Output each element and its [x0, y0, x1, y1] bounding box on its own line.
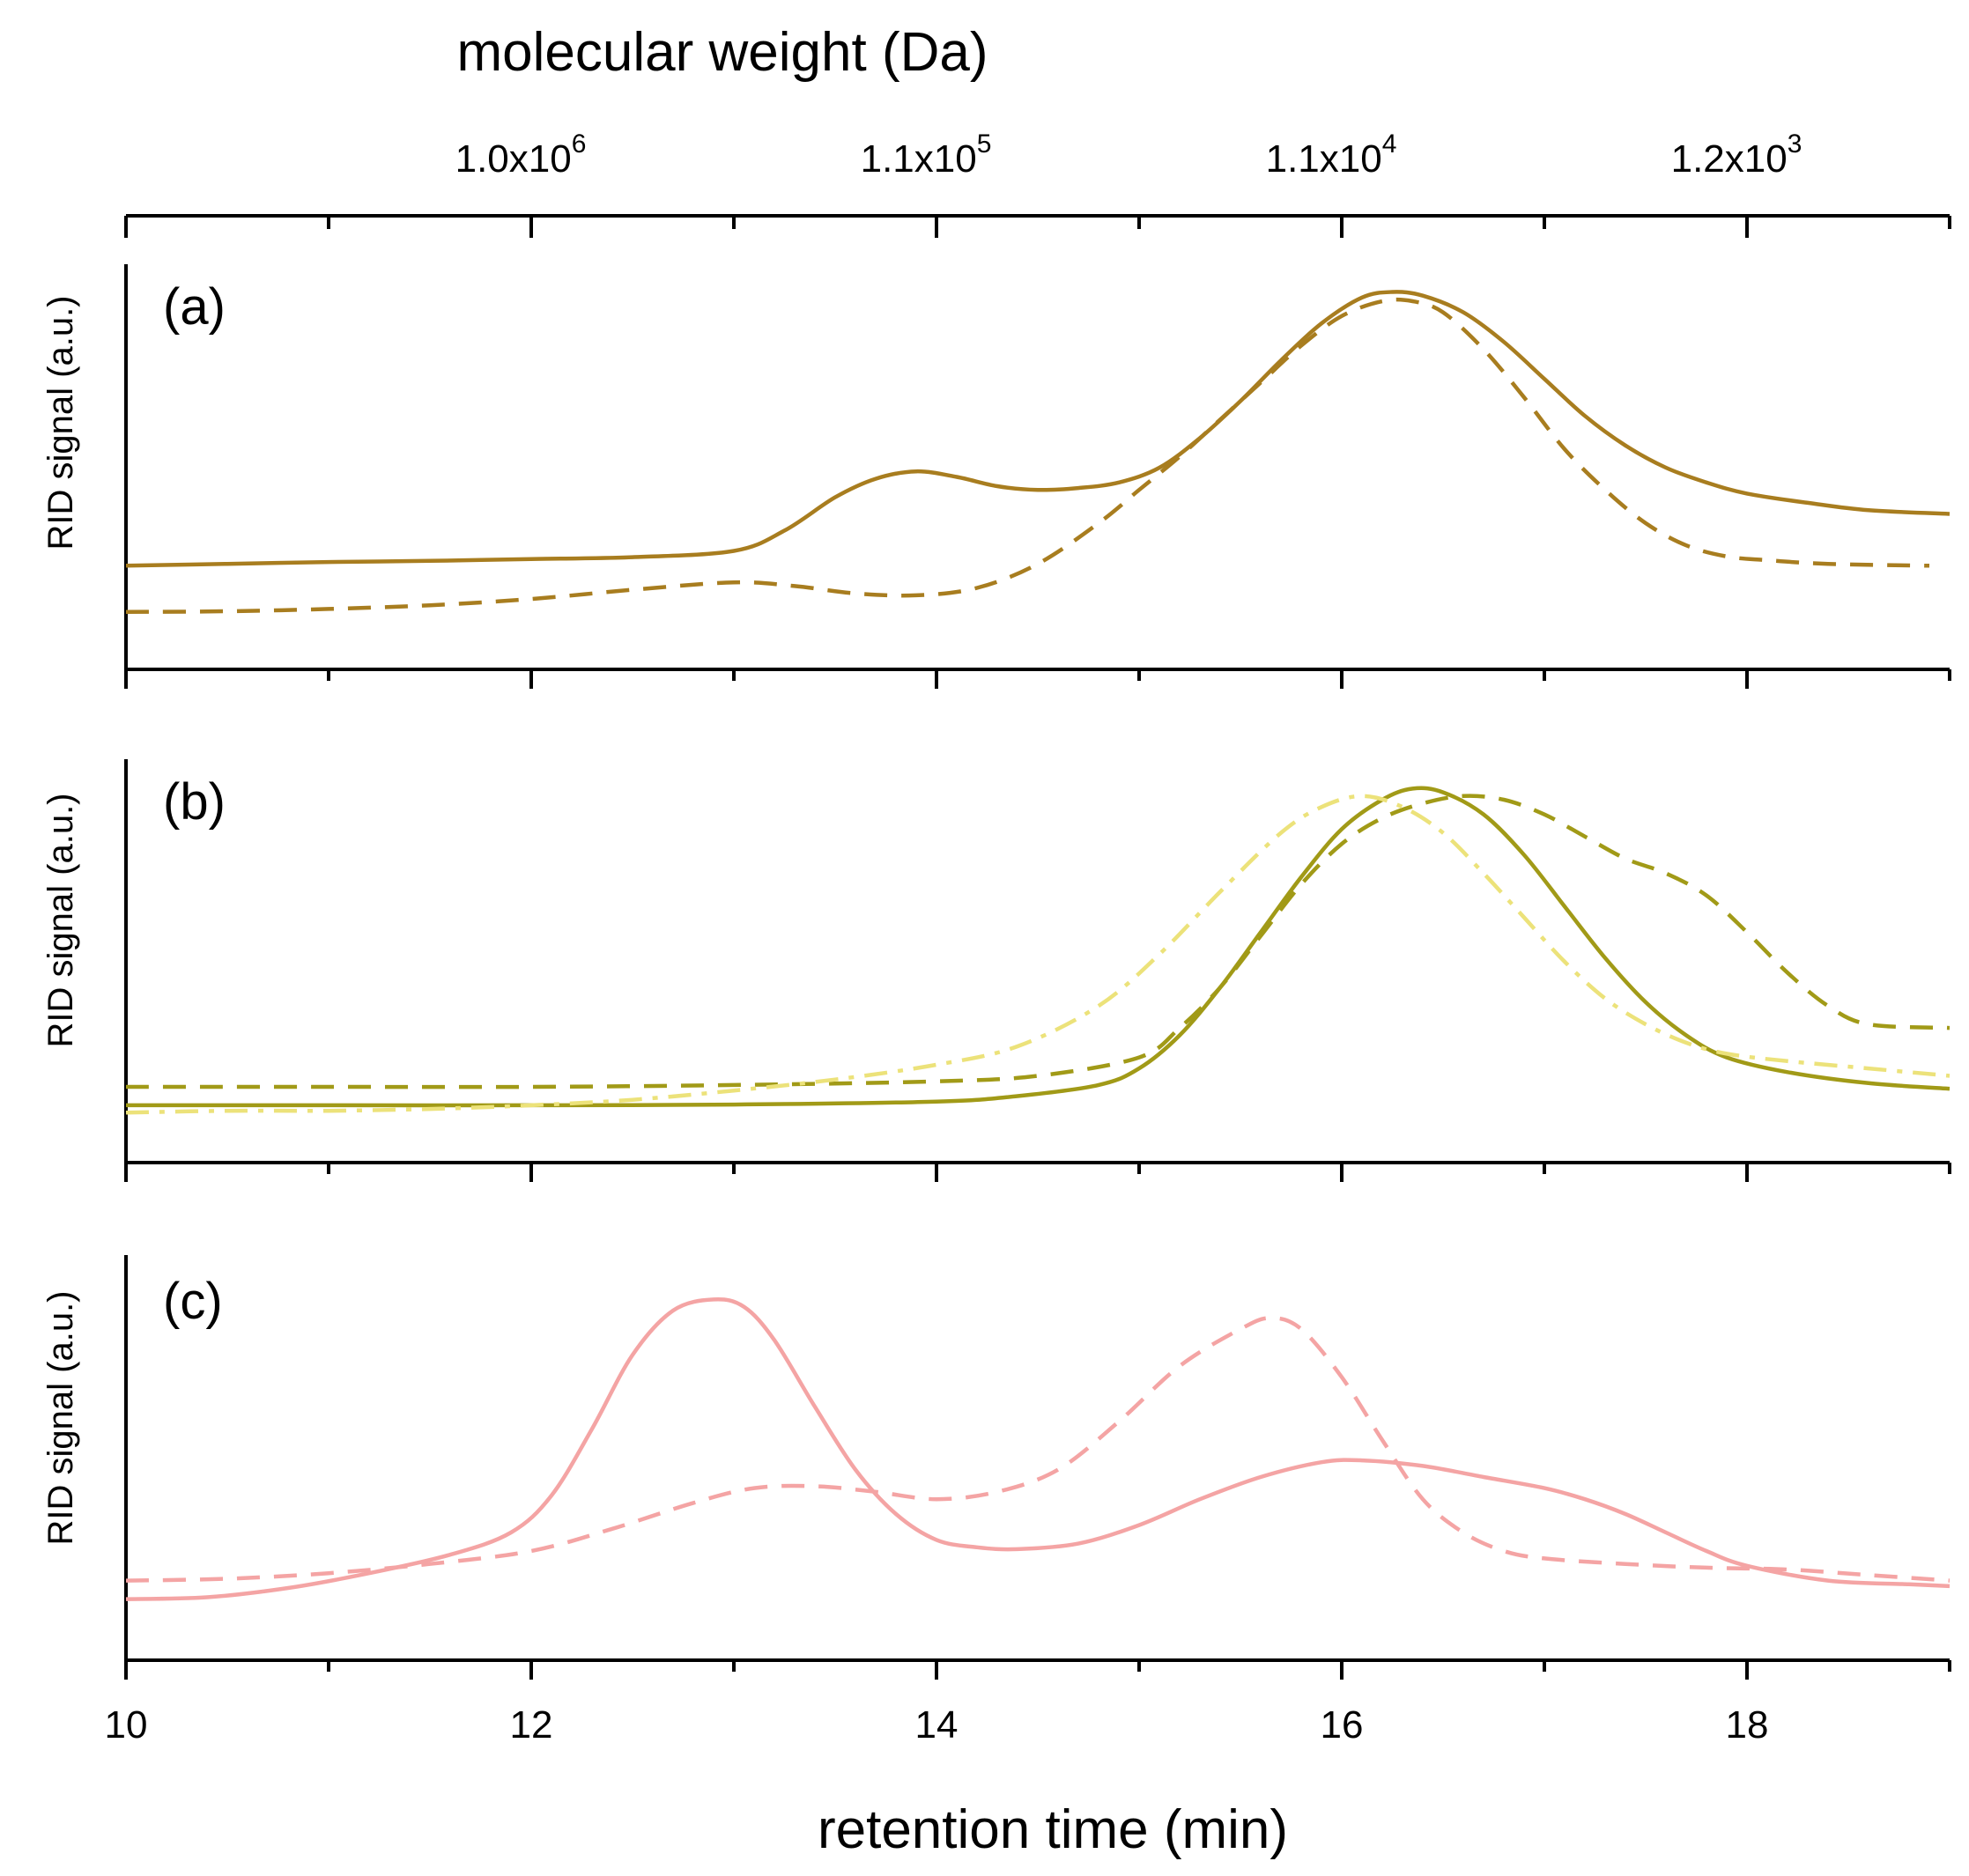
top-tick-label: 1.1x104 [1266, 129, 1397, 181]
series-line-c-dashed [125, 1316, 1950, 1583]
series-line-a-dashed [125, 297, 1930, 615]
series-line-b-dashdot [125, 794, 1950, 1115]
panel-a: (a) RID signal (a.u.) [41, 264, 1951, 689]
x-axis-title: retention time (min) [818, 1799, 1288, 1860]
x-tick-label: 10 [105, 1703, 148, 1747]
y-axis-label-c: RID signal (a.u.) [41, 1291, 80, 1546]
panel-label-b: (b) [163, 773, 226, 831]
x-tick-label: 18 [1726, 1703, 1769, 1747]
y-axis-label-b: RID signal (a.u.) [41, 794, 80, 1048]
series-line-b-solid [125, 786, 1950, 1108]
bottom-retention-axis: retention time (min) 10 12 14 16 18 [105, 1703, 1769, 1860]
panel-label-a: (a) [163, 278, 226, 336]
series-line-b-dashed [126, 794, 1950, 1089]
series-line-a-solid [125, 290, 1950, 568]
y-axis-label-a: RID signal (a.u.) [41, 296, 80, 550]
panel-c: (c) RID signal (a.u.) [41, 1255, 1951, 1680]
top-tick-label: 1.0x106 [455, 129, 587, 181]
series-line-c-solid [125, 1296, 1950, 1601]
x-tick-label: 12 [510, 1703, 553, 1747]
x-tick-label: 16 [1321, 1703, 1364, 1747]
panel-label-c: (c) [163, 1273, 223, 1330]
panels: (a) RID signal (a.u.) (b) RID signal (a.… [41, 264, 1951, 1680]
x-tick-label: 14 [915, 1703, 959, 1747]
top-tick-label: 1.1x105 [861, 129, 992, 181]
top-molecular-weight-axis: molecular weight (Da) 1.0x106 1.1x105 1.1x… [124, 22, 1951, 238]
panel-b: (b) RID signal (a.u.) [41, 759, 1951, 1182]
top-axis-title: molecular weight (Da) [457, 22, 988, 83]
top-tick-label: 1.2x103 [1671, 129, 1802, 181]
